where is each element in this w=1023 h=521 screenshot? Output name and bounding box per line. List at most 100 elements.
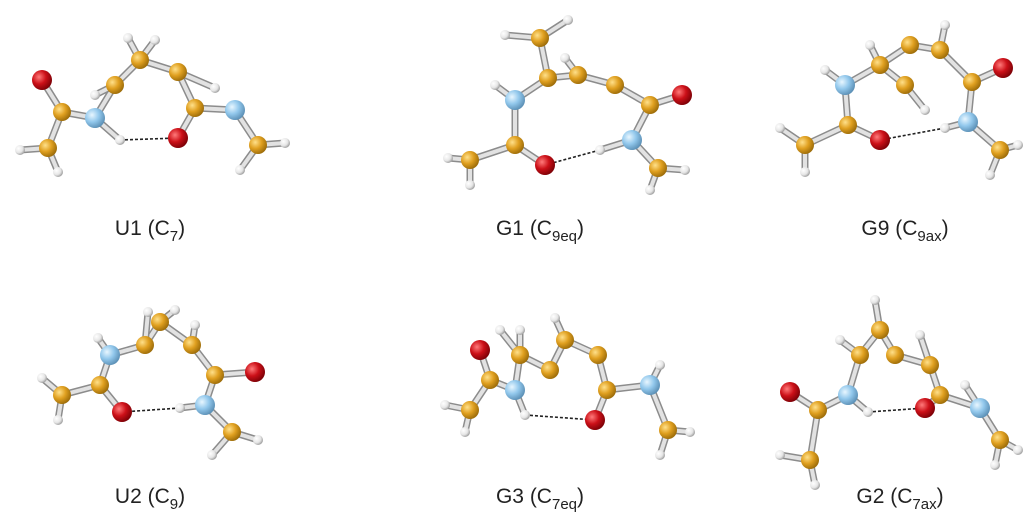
atom (655, 360, 665, 370)
atom (143, 307, 153, 317)
atom (53, 103, 71, 121)
atom (569, 66, 587, 84)
label-text: G2 (C (856, 485, 912, 508)
atom (641, 96, 659, 114)
label-suffix: ) (937, 485, 944, 508)
atom (206, 366, 224, 384)
atom (535, 155, 555, 175)
atom (245, 362, 265, 382)
atom (931, 386, 949, 404)
atom (500, 30, 510, 40)
atom (970, 398, 990, 418)
atom (253, 435, 263, 445)
atom (170, 305, 180, 315)
label-suffix: ) (942, 217, 949, 240)
panel-label: G9 (C9ax) (861, 217, 948, 245)
atom (589, 346, 607, 364)
atom (915, 398, 935, 418)
label-suffix: ) (577, 217, 584, 240)
atom (520, 410, 530, 420)
atom (195, 395, 215, 415)
molecule (440, 313, 695, 460)
atom (39, 139, 57, 157)
atom (659, 421, 677, 439)
label-suffix: ) (178, 217, 185, 240)
atom (183, 336, 201, 354)
atom (640, 375, 660, 395)
label-text: G3 (C (496, 485, 552, 508)
atom (940, 20, 950, 30)
atom (151, 313, 169, 331)
atom (539, 69, 557, 87)
molecule (775, 20, 1023, 180)
atom (1013, 140, 1023, 150)
atom (863, 407, 873, 417)
atom (90, 90, 100, 100)
molecule (775, 295, 1023, 490)
atom (511, 346, 529, 364)
label-text: G1 (C (496, 217, 552, 240)
atom (839, 116, 857, 134)
atom (915, 330, 925, 340)
atom (461, 401, 479, 419)
atom (53, 386, 71, 404)
label-subscript: 7 (170, 228, 178, 245)
molecule (443, 15, 692, 195)
atom (775, 123, 785, 133)
atom (871, 321, 889, 339)
label-suffix: ) (577, 485, 584, 508)
atom (470, 340, 490, 360)
panel-label: U2 (C9) (115, 485, 185, 513)
atom (210, 83, 220, 93)
atom (780, 382, 800, 402)
atom (963, 73, 981, 91)
atom (169, 63, 187, 81)
atom (775, 450, 785, 460)
atom (460, 427, 470, 437)
label-text: G9 (C (861, 217, 917, 240)
figure: U1 (C7)G1 (C9eq)G9 (C9ax)U2 (C9)G3 (C7eq… (0, 0, 1023, 521)
label-subscript: 9 (170, 496, 178, 513)
atom (465, 180, 475, 190)
atom (851, 346, 869, 364)
atom (886, 346, 904, 364)
label-subscript: 7eq (552, 496, 577, 513)
atom (622, 130, 642, 150)
atom (115, 135, 125, 145)
atom (100, 345, 120, 365)
atom (560, 53, 570, 63)
atom (440, 400, 450, 410)
atom (901, 36, 919, 54)
molecule (37, 305, 265, 460)
atom (443, 153, 453, 163)
panel-label: G3 (C7eq) (496, 485, 584, 513)
atom (940, 123, 950, 133)
atom (672, 85, 692, 105)
atom (505, 90, 525, 110)
atom (985, 170, 995, 180)
atom (112, 402, 132, 422)
atom (685, 427, 695, 437)
atom (481, 371, 499, 389)
atom (91, 376, 109, 394)
atom (991, 141, 1009, 159)
hydrogen-bond (525, 415, 595, 420)
label-subscript: 9ax (917, 228, 942, 245)
panel-label: U1 (C7) (115, 217, 185, 245)
atom (150, 35, 160, 45)
atom (168, 128, 188, 148)
atom (835, 335, 845, 345)
labels: U1 (C7)G1 (C9eq)G9 (C9ax)U2 (C9)G3 (C7eq… (115, 217, 949, 513)
atom (106, 76, 124, 94)
label-subscript: 7ax (912, 496, 937, 513)
atom (865, 40, 875, 50)
atom (800, 167, 810, 177)
atom (550, 313, 560, 323)
atom (655, 450, 665, 460)
atom (461, 151, 479, 169)
atom (490, 80, 500, 90)
atom (515, 325, 525, 335)
atom (810, 480, 820, 490)
atom (990, 460, 1000, 470)
atom (838, 385, 858, 405)
